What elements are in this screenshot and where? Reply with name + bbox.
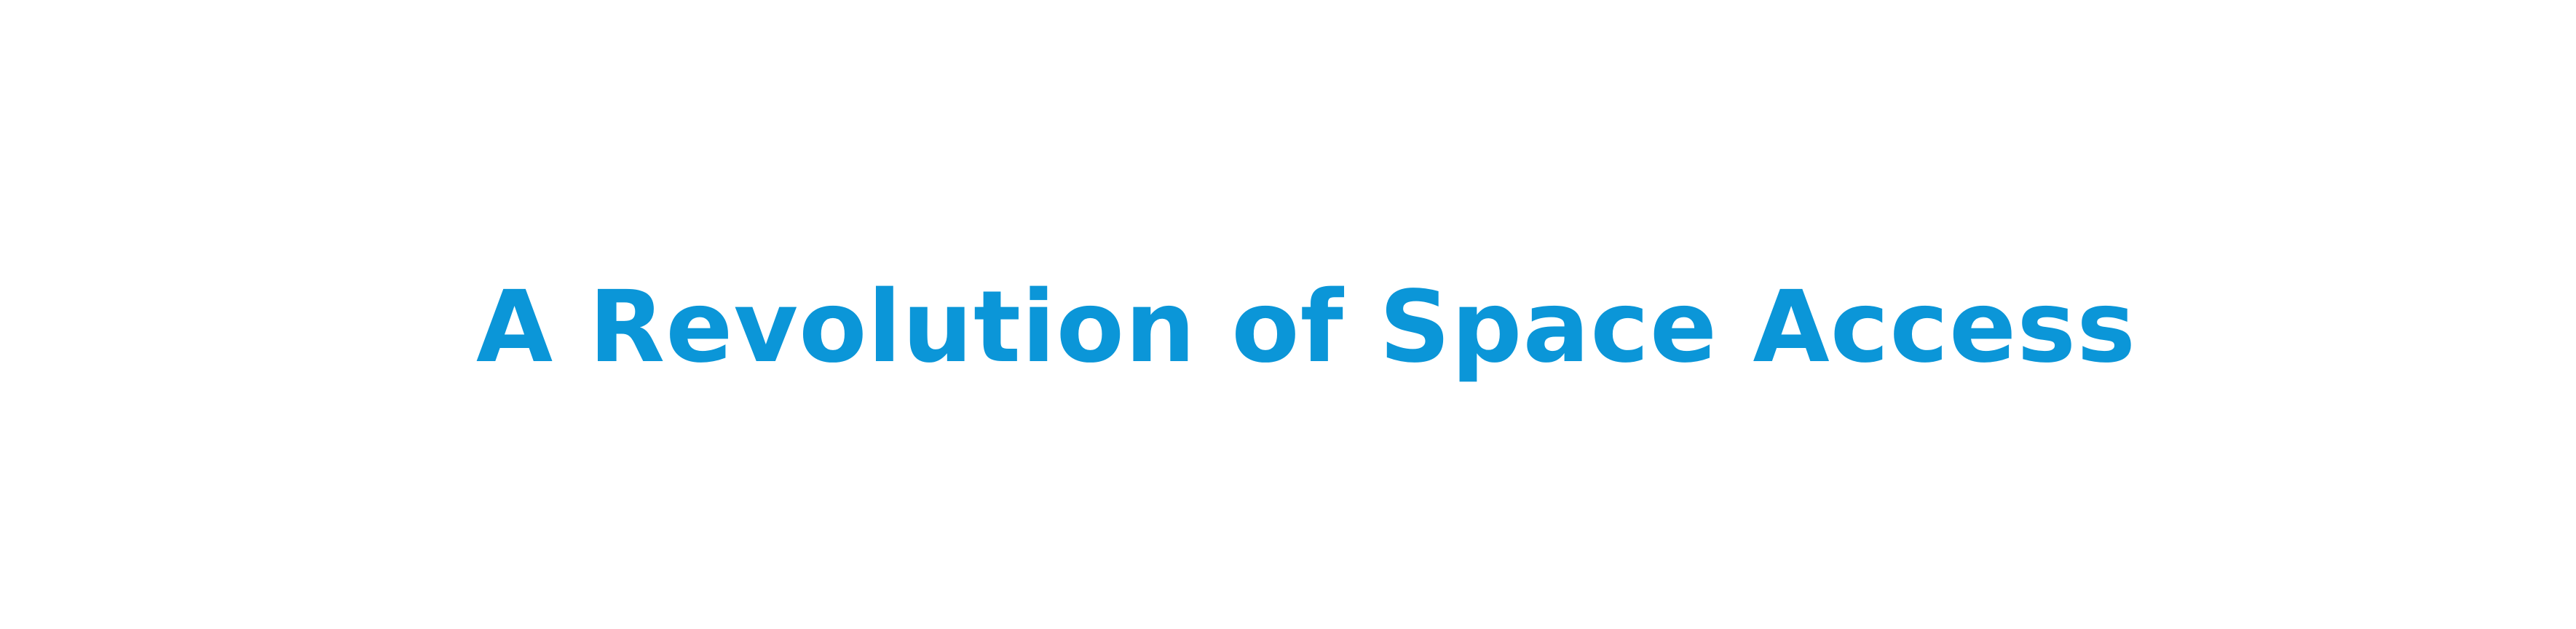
hero-headline: A Revolution of Space Access — [475, 270, 2137, 385]
headline-container: A Revolution of Space Access — [476, 278, 2136, 377]
